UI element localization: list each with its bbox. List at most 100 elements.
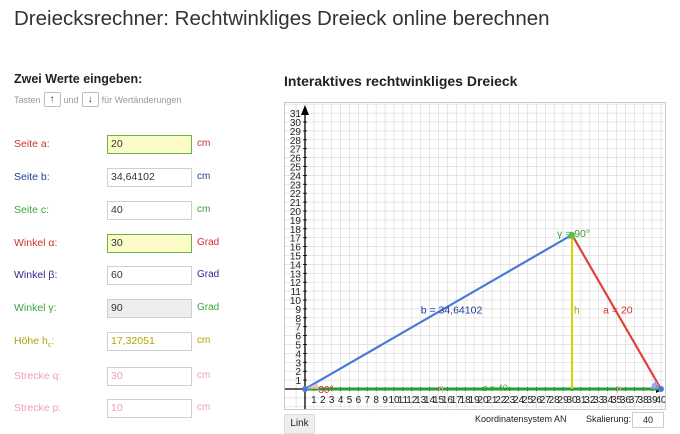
label-seite-b: Seite b: [14,171,50,183]
row-seite-b: Seite b: 34,64102 cm [0,168,240,188]
y-tick-label: 10 [290,296,302,307]
label-q: q [439,383,444,393]
page-title: Dreiecksrechner: Rechtwinkliges Dreieck … [14,7,550,30]
vertex-a [302,386,308,392]
x-tick-label: 16 [442,395,454,406]
unit-winkel-alpha: Grad [197,237,220,248]
label-h: h [574,305,580,316]
x-tick-label: 10 [388,395,400,406]
label-hoehe-hc: Höhe hc: [14,335,54,349]
y-tick-label: 17 [290,234,302,245]
x-tick-label: 4 [338,395,344,406]
x-tick-label: 24 [513,395,525,406]
x-tick-label: 33 [593,395,605,406]
unit-seite-a: cm [197,138,211,149]
row-hoehe-hc: Höhe hc: 17,32051 cm [0,332,240,352]
label-winkel-gamma: Winkel γ: [14,302,57,314]
side-a-line [571,234,662,390]
y-tick-label: 21 [290,198,302,209]
y-tick-label: 4 [295,349,301,360]
y-tick-label: 22 [290,189,302,200]
y-tick-label: 7 [295,323,301,334]
row-strecke-q: Strecke q: 30 cm [0,367,240,387]
y-tick-label: 31 [290,109,302,120]
unit-winkel-gamma: Grad [197,302,220,313]
y-axis-arrow-icon [301,105,309,115]
input-strecke-p[interactable]: 10 [107,399,192,418]
arrow-down-key-icon: ↓ [81,92,99,107]
x-tick-label: 41 [664,395,665,406]
x-tick-label: 6 [356,395,362,406]
unit-seite-c: cm [197,204,211,215]
unit-seite-b: cm [197,171,211,182]
x-tick-label: 11 [398,395,409,406]
x-tick-label: 28 [549,395,561,406]
label-hoehe-sub: c [47,342,52,350]
y-tick-label: 3 [295,358,301,369]
canvas-toolbar: Link Koordinatensystem AN Skalierung: 40 [284,409,666,434]
x-tick-label: 27 [540,395,552,406]
y-tick-label: 23 [290,180,302,191]
y-tick-label: 14 [290,260,302,271]
y-tick-label: 28 [290,136,302,147]
label-p: p [617,383,622,393]
unit-strecke-q: cm [197,370,211,381]
input-winkel-alpha[interactable]: 30 [107,234,192,253]
x-tick-label: 31 [575,395,587,406]
unit-winkel-beta: Grad [197,269,220,280]
canvas-title: Interaktives rechtwinkliges Dreieck [284,73,518,89]
unit-strecke-p: cm [197,402,211,413]
link-button[interactable]: Link [284,414,315,434]
y-tick-label: 30 [290,118,302,129]
row-winkel-alpha: Winkel α: 30 Grad [0,234,240,254]
input-strecke-q[interactable]: 30 [107,367,192,386]
row-seite-a: Seite a: 20 cm [0,135,240,155]
x-tick-label: 25 [522,395,534,406]
input-winkel-beta[interactable]: 60 [107,266,192,285]
y-tick-label: 24 [290,171,302,182]
y-tick-label: 18 [290,225,302,236]
label-hoehe-main: Höhe h [14,335,48,347]
input-seite-c[interactable]: 40 [107,201,192,220]
y-tick-label: 16 [290,243,302,254]
x-tick-label: 34 [602,395,614,406]
label-gamma: γ = 90° [557,228,590,240]
x-tick-label: 18 [460,395,472,406]
scale-label: Skalierung: [586,414,632,424]
y-tick-label: 8 [295,314,301,325]
x-tick-label: 13 [415,395,427,406]
x-tick-label: 8 [373,395,379,406]
x-tick-label: 39 [647,395,659,406]
input-winkel-gamma: 90 [107,299,192,318]
y-tick-label: 27 [290,145,302,156]
row-seite-c: Seite c: 40 cm [0,201,240,221]
x-tick-label: 3 [329,395,335,406]
y-tick-label: 15 [290,252,302,263]
x-tick-label: 29 [558,395,570,406]
y-tick-label: 29 [290,127,302,138]
input-seite-a[interactable]: 20 [107,135,192,154]
vertex-b [658,386,664,392]
x-tick-label: 35 [611,395,623,406]
scale-input[interactable]: 40 [632,412,664,428]
row-winkel-beta: Winkel β: 60 Grad [0,266,240,286]
form-title: Zwei Werte eingeben: [14,72,143,86]
y-tick-label: 5 [295,341,301,352]
triangle-canvas[interactable]: 1 2 3 4 5 6 7 8 9 10 11 12 13 14 15 16 17 18 19 20 21 22 23 24 2… [284,102,666,410]
y-tick-label: 1 [295,376,301,387]
y-tick-label: 13 [290,269,302,280]
label-winkel-alpha: Winkel α: [14,237,58,249]
y-tick-label: 2 [295,367,301,378]
label-seite-a: Seite a: [14,138,50,150]
x-tick-label: 21 [486,395,498,406]
label-strecke-p: Strecke p: [14,402,62,414]
input-seite-b[interactable]: 34,64102 [107,168,192,187]
x-tick-label: 15 [433,395,445,406]
input-hoehe-hc[interactable]: 17,32051 [107,332,192,351]
label-hoehe-end: : [51,335,55,347]
hint-middle: und [63,94,79,105]
triangle-plot[interactable]: 1 2 3 4 5 6 7 8 9 1011121314151617181920212223242… [285,103,665,409]
x-tick-label: 5 [347,395,353,406]
y-tick-label: 26 [290,154,302,165]
x-tick-label: 20 [477,395,489,406]
